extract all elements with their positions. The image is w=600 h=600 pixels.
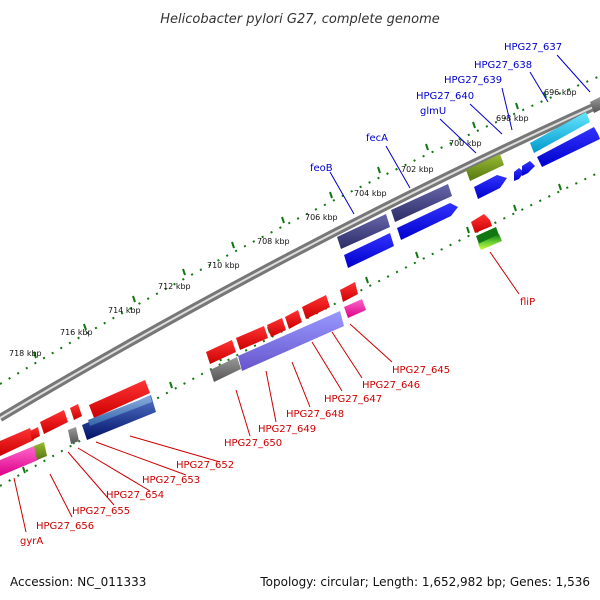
gene-feature xyxy=(210,357,241,382)
gene-feature xyxy=(344,299,366,318)
gene-feature xyxy=(344,233,394,268)
forward-genes xyxy=(337,97,600,268)
gene-label: HPG27_654 xyxy=(106,490,164,501)
gene-feature xyxy=(238,311,344,371)
gene-feature xyxy=(530,112,590,153)
gene-label: glmU xyxy=(420,106,446,117)
tick-label: 698 kbp xyxy=(496,114,529,123)
gene-label: HPG27_649 xyxy=(258,424,316,435)
gene-feature xyxy=(340,282,358,302)
gene-label: feoB xyxy=(310,163,333,174)
gene-label: HPG27_640 xyxy=(416,91,474,102)
gene-feature xyxy=(590,97,600,113)
gene-label: fecA xyxy=(366,133,388,144)
gene-feature xyxy=(30,427,40,440)
tick-label: 712 kbp xyxy=(158,282,191,291)
gene-feature xyxy=(471,214,492,233)
gene-label: HPG27_652 xyxy=(176,460,234,471)
tick-label: 714 kbp xyxy=(108,306,141,315)
gene-feature xyxy=(70,404,82,420)
tick-label: 716 kbp xyxy=(60,328,93,337)
gene-feature xyxy=(40,410,68,434)
gene-label: HPG27_645 xyxy=(392,365,450,376)
gene-feature xyxy=(89,380,150,418)
gene-label: HPG27_650 xyxy=(224,438,282,449)
gene-label: HPG27_653 xyxy=(142,475,200,486)
gene-label: fliP xyxy=(520,297,535,308)
gene-feature xyxy=(302,295,330,319)
gene-feature xyxy=(0,446,38,476)
map-title: Helicobacter pylori G27, complete genome xyxy=(160,12,439,27)
gene-feature xyxy=(476,227,499,244)
gene-label: HPG27_646 xyxy=(362,380,420,391)
gene-feature xyxy=(474,175,507,199)
gene-feature xyxy=(68,427,79,444)
gene-label: HPG27_648 xyxy=(286,409,344,420)
gene-feature xyxy=(337,214,390,249)
gene-feature xyxy=(206,340,236,364)
tick-label: 710 kbp xyxy=(207,261,240,270)
gene-feature xyxy=(466,154,504,181)
gene-feature xyxy=(537,127,600,167)
gene-feature xyxy=(478,234,502,250)
tick-label: 718 kbp xyxy=(9,349,42,358)
gene-feature xyxy=(522,161,535,176)
gene-label: HPG27_639 xyxy=(444,75,502,86)
gene-label: HPG27_655 xyxy=(72,506,130,517)
accession-text: Accession: NC_011333 xyxy=(10,575,146,589)
gene-feature xyxy=(514,168,524,181)
genome-backbone xyxy=(0,100,600,422)
gene-feature xyxy=(391,184,452,222)
tick-label: 704 kbp xyxy=(354,189,387,198)
gene-label: HPG27_638 xyxy=(474,60,532,71)
tick-label: 696 kbp xyxy=(544,88,577,97)
gene-feature xyxy=(88,396,152,426)
gene-feature xyxy=(0,428,34,456)
gene-feature xyxy=(285,310,302,329)
gene-label: HPG27_656 xyxy=(36,521,94,532)
gene-feature xyxy=(236,326,268,350)
reverse-genes xyxy=(0,214,502,476)
genome-summary-text: Topology: circular; Length: 1,652,982 bp… xyxy=(259,575,590,589)
forward-labels: HPG27_637 HPG27_638 HPG27_639 HPG27_640 … xyxy=(310,42,591,215)
gene-feature xyxy=(397,203,458,240)
reverse-labels: fliP HPG27_645 HPG27_646 HPG27_647 HPG27… xyxy=(13,251,535,547)
gene-feature xyxy=(34,442,47,460)
tick-label: 708 kbp xyxy=(257,237,290,246)
gene-feature xyxy=(267,318,286,337)
tick-label: 702 kbp xyxy=(401,165,434,174)
gene-label: gyrA xyxy=(20,536,43,547)
gene-label: HPG27_637 xyxy=(504,42,562,53)
tick-label: 706 kbp xyxy=(305,213,338,222)
gene-label: HPG27_647 xyxy=(324,394,382,405)
genome-backbone-highlight xyxy=(0,103,600,419)
